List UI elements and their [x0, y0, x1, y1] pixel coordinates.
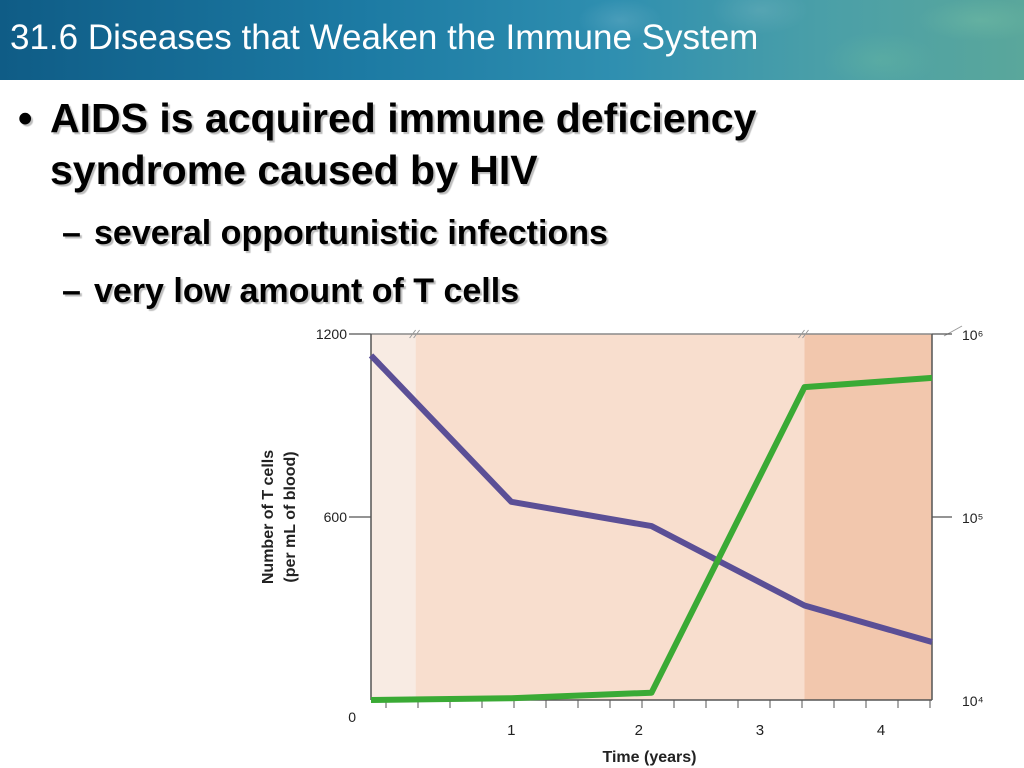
t-cell-series-line — [368, 353, 933, 645]
x-tick-label: 3 — [756, 722, 764, 739]
x-tick-label: 2 — [635, 722, 643, 739]
y-axis-label: (per mL of blood) — [282, 451, 299, 582]
sub-bullet: – several opportunistic infections — [62, 214, 608, 253]
axis-break-mark — [798, 329, 809, 339]
left-tick-label: 600 — [324, 509, 348, 525]
hiv-series-line — [370, 374, 933, 703]
sub-bullet: – very low amount of T cells — [62, 272, 519, 311]
left-tick-label: 0 — [348, 709, 356, 725]
slide-title: 31.6 Diseases that Weaken the Immune Sys… — [10, 18, 759, 57]
shaded-region — [371, 334, 416, 700]
right-tick-label: 10⁵ — [962, 510, 983, 526]
main-bullet-text: AIDS is acquired immune deficiency syndr… — [50, 95, 757, 193]
x-tick-label: 4 — [877, 722, 885, 739]
bullet-marker: • — [18, 95, 33, 141]
left-tick-label: 1200 — [316, 326, 347, 342]
axis-break-mark — [409, 329, 421, 339]
right-tick-label: 10⁶ — [962, 327, 983, 343]
sub-bullet-marker: – — [62, 214, 81, 252]
shaded-region — [804, 334, 932, 700]
x-axis-label: Time (years) — [603, 749, 697, 766]
right-tick-label: 10⁴ — [962, 693, 984, 709]
sub-bullet-text: several opportunistic infections — [94, 214, 608, 252]
sub-bullet-marker: – — [62, 272, 81, 310]
x-tick-label: 1 — [507, 722, 515, 739]
title-bar: 31.6 Diseases that Weaken the Immune Sys… — [0, 0, 1024, 80]
y-axis-label: Number of T cells — [260, 450, 277, 584]
sub-bullet-text: very low amount of T cells — [94, 272, 520, 310]
